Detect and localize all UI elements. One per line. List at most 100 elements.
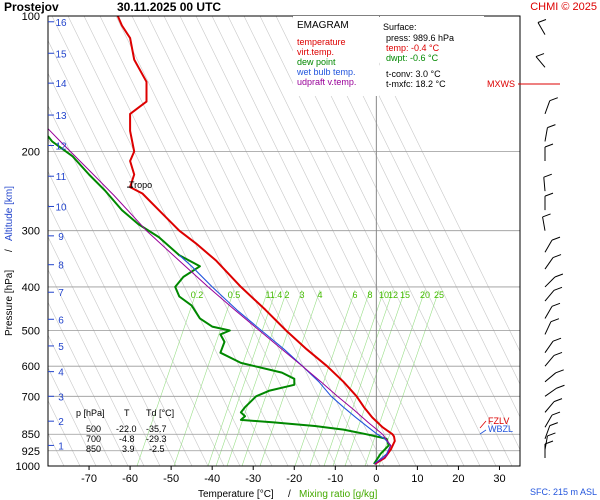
wind-barb-flag [542, 213, 551, 218]
surface-press: press: 989.6 hPa [386, 33, 454, 43]
x-tick-label: 10 [411, 473, 423, 485]
wind-barb-flag [553, 286, 563, 291]
mixing-ratio-line [215, 289, 277, 466]
wind-barb-flag [537, 19, 547, 23]
x-axis-separator: / [288, 489, 291, 500]
dry-adiabat-line [131, 16, 353, 466]
tropopause-label: Tropo [129, 180, 152, 190]
mixing-ratio-tick-label: 20 [420, 290, 430, 300]
pressure-tick-label: 500 [22, 326, 40, 338]
altitude-tick-label: 5 [58, 342, 64, 353]
mixing-ratio-tick-label: 4 [317, 290, 322, 300]
wind-barb-staff [544, 355, 555, 367]
altitude-tick-label: 4 [58, 368, 64, 379]
pressure-tick-label: 700 [22, 391, 40, 403]
wind-barb-flag [549, 97, 558, 102]
wind-barb-flag [553, 351, 563, 356]
wind-barb-flag [547, 432, 556, 437]
y-axis-title: Pressure [hPa] [4, 270, 15, 336]
altitude-tick-label: 12 [55, 142, 67, 153]
mixing-ratio-tick-label: 6 [352, 290, 357, 300]
wind-barb-staff [544, 239, 553, 253]
dry-adiabat-line [243, 16, 465, 466]
mixing-ratio-line [241, 289, 303, 466]
table-cell: -4.8 [119, 434, 135, 444]
wind-barb-flag [555, 369, 564, 374]
table-cell: 850 [86, 444, 101, 454]
dry-adiabat-line [48, 39, 257, 466]
x-tick-label: -50 [163, 473, 179, 485]
surface-box [380, 16, 484, 96]
wind-barb-staff [544, 127, 548, 142]
altitude-tick-label: 13 [55, 111, 67, 122]
table-cell: -35.7 [146, 424, 167, 434]
mixing-ratio-tick-label: 1 [265, 290, 270, 300]
table-cell: 500 [86, 424, 101, 434]
table-header-t: T [124, 408, 130, 418]
mxws-label: MXWS [487, 79, 515, 89]
dry-adiabat-line [48, 367, 97, 466]
mixing-ratio-tick-label: 10 [379, 290, 389, 300]
dry-adiabat-line [115, 16, 337, 466]
series-line-temperature [116, 16, 396, 465]
pressure-tick-label: 850 [22, 429, 40, 441]
series-line-wet-bulb-temp [178, 254, 392, 465]
dry-adiabat-line [48, 236, 161, 466]
wind-barb-staff [544, 425, 551, 439]
mixing-ratio-tick-label: 15 [400, 290, 410, 300]
pressure-tick-label: 300 [22, 226, 40, 238]
wind-barb-staff [537, 22, 546, 35]
surface-tmxfc: t-mxfc: 18.2 °C [386, 79, 446, 89]
surface-tconv: t-conv: 3.0 °C [386, 69, 441, 79]
altitude-tick-label: 1 [58, 441, 64, 452]
mixing-ratio-tick-label: 12 [388, 290, 398, 300]
pressure-tick-label: 200 [22, 146, 40, 158]
fzlv-label: FZLV [488, 416, 509, 426]
levels-table: p [hPa] T Td [°C] 500 -22.0 -35.7 700 -4… [76, 408, 174, 454]
wind-barb-staff [544, 276, 556, 288]
wind-barb-staff [544, 100, 551, 115]
dry-adiabat-line [179, 16, 401, 466]
dry-adiabat-line [48, 268, 145, 466]
wind-barb-staff [544, 257, 554, 270]
table-header-p: p [hPa] [76, 408, 105, 418]
pressure-tick-label: 600 [22, 361, 40, 373]
dry-adiabat-line [211, 16, 433, 466]
mixing-ratio-line [136, 289, 198, 466]
fzlv-line [479, 420, 487, 429]
wind-barb-flag [556, 384, 565, 389]
wind-barb-staff [542, 216, 546, 231]
wind-barb-staff [544, 306, 553, 319]
x-tick-label: 0 [373, 473, 379, 485]
mixing-ratio-line [207, 289, 269, 466]
wind-barb-staff [544, 321, 552, 335]
mixing-ratio-tick-label: 3 [299, 290, 304, 300]
mixing-ratio-tick-label: 0.2 [191, 290, 204, 300]
x-tick-label: -30 [245, 473, 261, 485]
legend-item-dew-point: dew point [297, 57, 336, 67]
wind-barb-flag [544, 192, 554, 197]
altitude-tick-label: 7 [58, 288, 64, 299]
x-tick-label: 30 [493, 473, 505, 485]
credit-text: CHMI © 2025 [530, 1, 597, 13]
sounding-datetime: 30.11.2025 00 UTC [117, 0, 221, 14]
x-tick-label: -10 [327, 473, 343, 485]
wind-barb-flag [544, 143, 554, 148]
pressure-tick-label: 1000 [16, 461, 40, 473]
dry-adiabat-line [48, 72, 241, 466]
wind-barb-flag [535, 53, 545, 58]
station-name: Prostejov [4, 0, 59, 14]
series-line-udpraft-v-temp [48, 128, 392, 465]
legend-item-wet-bulb: wet bulb temp. [296, 67, 356, 77]
y-axis-title-altitude: Altitude [km] [4, 186, 15, 241]
wind-barb-staff [544, 340, 554, 353]
surface-elevation-label: SFC: 215 m ASL [530, 487, 597, 497]
wind-barb-flag [554, 273, 564, 278]
mixing-ratio-line [259, 289, 321, 466]
x-tick-label: -70 [81, 473, 97, 485]
wind-barb-flag [551, 302, 561, 307]
altitude-tick-label: 16 [55, 18, 67, 29]
altitude-tick-label: 10 [55, 202, 67, 213]
dry-adiabat-line [48, 203, 177, 466]
legend-item-virt-temp: virt.temp. [297, 47, 334, 57]
